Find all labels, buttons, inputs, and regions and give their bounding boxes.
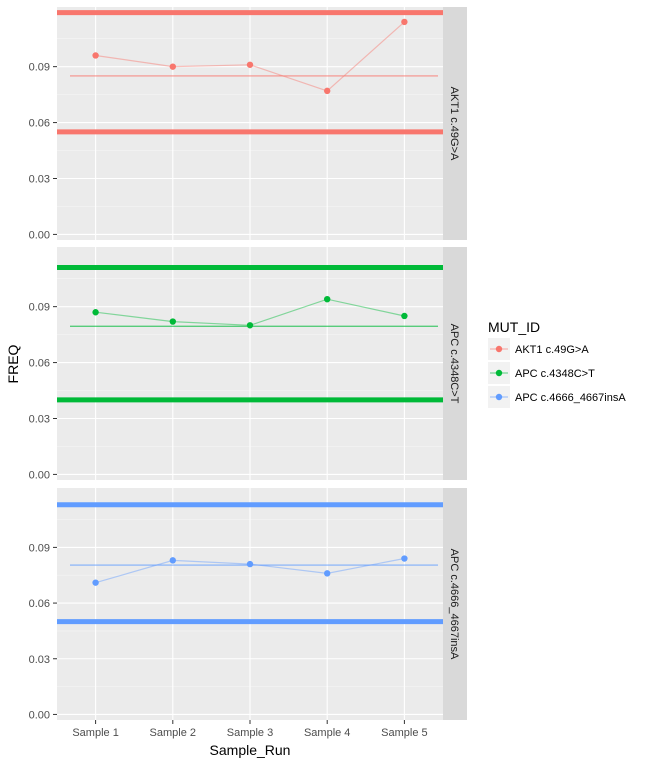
facet-panel-3: 0.00 0.03 0.06 0.09 APC c.4666_4667insA: [29, 488, 467, 721]
y-tick-label: 0.06: [29, 358, 50, 370]
y-tick-label: 0.03: [29, 654, 50, 666]
data-point: [324, 570, 331, 577]
data-point: [92, 309, 99, 316]
x-axis-title: Sample_Run: [210, 742, 291, 758]
data-point: [401, 555, 408, 562]
legend-title: MUT_ID: [488, 319, 540, 335]
x-axis: Sample 1 Sample 2 Sample 3 Sample 4 Sample 5: [72, 720, 428, 739]
y-tick-label: 0.03: [29, 173, 50, 185]
legend-label: AKT1 c.49G>A: [515, 344, 589, 356]
x-tick-label: Sample 1: [72, 727, 118, 739]
legend-key-point: [495, 345, 503, 353]
facet-panels: 0.00 0.03 0.06 0.09 AKT1 c.49G>A 0.00 0.03 0.06…: [29, 7, 467, 721]
legend-entry: AKT1 c.49G>A: [488, 338, 589, 360]
data-point: [401, 312, 408, 320]
facet-panel-1: 0.00 0.03 0.06 0.09 AKT1 c.49G>A: [29, 7, 467, 241]
facet-panel-2: 0.00 0.03 0.06 0.09 APC c.4348C>T: [29, 247, 467, 481]
legend-key-point: [495, 369, 503, 377]
x-tick-label: Sample 5: [381, 727, 427, 739]
data-point: [169, 318, 176, 325]
y-tick-label: 0.06: [29, 598, 50, 610]
strip-label: APC c.4348C>T: [448, 324, 460, 404]
data-point: [169, 557, 176, 564]
legend-key-point: [495, 393, 503, 401]
data-point: [246, 61, 254, 68]
legend: MUT_ID AKT1 c.49G>A APC c.4348C>T APC c.46…: [488, 319, 626, 408]
legend-entry: APC c.4666_4667insA: [488, 386, 626, 408]
x-tick-label: Sample 4: [304, 727, 350, 739]
data-point: [401, 18, 408, 26]
data-point: [246, 560, 254, 568]
legend-entry: APC c.4348C>T: [488, 362, 595, 384]
strip-background: [443, 488, 467, 720]
strip-label: APC c.4666_4667insA: [448, 549, 460, 660]
y-tick-label: 0.00: [29, 229, 50, 241]
strip-label: AKT1 c.49G>A: [448, 87, 460, 161]
y-tick-label: 0.00: [29, 469, 50, 481]
data-point: [246, 322, 254, 329]
data-point: [324, 87, 331, 95]
y-tick-label: 0.09: [29, 62, 50, 74]
y-tick-label: 0.09: [29, 302, 50, 314]
y-tick-label: 0.09: [29, 542, 50, 554]
y-tick-label: 0.03: [29, 413, 50, 425]
legend-label: APC c.4348C>T: [515, 368, 595, 380]
x-tick-label: Sample 2: [150, 727, 196, 739]
y-tick-label: 0.06: [29, 118, 50, 130]
data-point: [92, 52, 99, 59]
data-point: [92, 579, 99, 586]
y-tick-label: 0.00: [29, 709, 50, 721]
data-point: [324, 295, 331, 303]
strip-background: [443, 247, 467, 480]
x-tick-label: Sample 3: [227, 727, 273, 739]
data-point: [169, 63, 176, 70]
y-axis-title: FREQ: [5, 344, 21, 383]
legend-label: APC c.4666_4667insA: [515, 392, 626, 404]
strip-background: [443, 7, 467, 240]
